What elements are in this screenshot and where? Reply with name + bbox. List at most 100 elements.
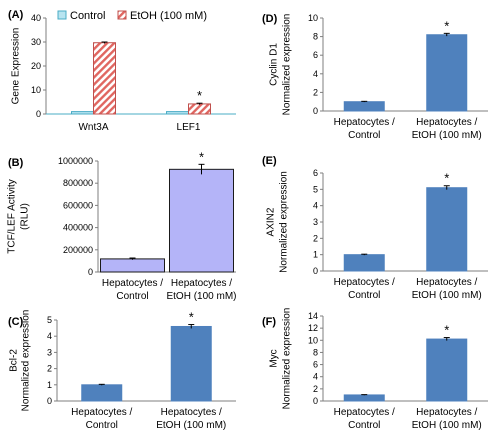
y-tick-label: 6 [313, 168, 318, 178]
y-tick-label: 200000 [63, 245, 93, 255]
bar [100, 258, 165, 273]
x-tick-label: EtOH (100 mM) [156, 420, 226, 431]
y-tick-label: 0 [36, 109, 41, 119]
x-tick-label: Control [116, 291, 148, 302]
panel-letter: (A) [8, 9, 24, 21]
y-tick-label: 20 [31, 61, 41, 71]
y-tick-label: 4 [313, 201, 318, 211]
x-tick-label: Hepatocytes / [102, 278, 163, 289]
x-tick-label: Hepatocytes / [334, 407, 395, 418]
y-tick-label: 5 [313, 184, 318, 194]
chart-panel-c: (C) 0 1 2 3 4 5 Bcl-2 Normalized expression Hepat… [8, 310, 236, 431]
bar [343, 101, 385, 112]
y-tick-label: 10 [31, 85, 41, 95]
y-axis-label: Myc [269, 349, 280, 367]
y-tick-label: 800000 [63, 178, 93, 188]
y-tick-label: 2 [313, 87, 318, 97]
y-tick-label: 10 [308, 335, 318, 345]
chart-panel-e: (E) 0 1 2 3 4 5 6 AXIN2 Normalized expression Hepa… [262, 155, 488, 301]
legend-swatch [57, 10, 67, 20]
panel-letter: (D) [262, 13, 278, 25]
x-tick-label: Control [348, 420, 380, 431]
panel-letter: (B) [8, 157, 24, 169]
y-tick-label: 1000000 [58, 156, 93, 166]
x-tick-label: Hepatocytes / [334, 277, 395, 288]
y-tick-label: 0 [313, 266, 318, 276]
y-axis-label: (RLU) [20, 203, 31, 230]
x-tick-label: EtOH (100 mM) [412, 420, 482, 431]
x-tick-label: Control [86, 420, 118, 431]
y-axis-label: Gene Expression [11, 28, 22, 105]
y-tick-label: 2 [313, 233, 318, 243]
y-axis-label: TCF/LEF Activity [7, 179, 18, 253]
significance-marker: * [444, 323, 449, 338]
y-tick-label: 6 [313, 50, 318, 60]
x-tick-label: Hepatocytes / [334, 117, 395, 128]
bar [93, 42, 116, 115]
panel-letter: (F) [262, 316, 276, 328]
y-tick-label: 4 [313, 69, 318, 79]
y-tick-label: 6 [313, 360, 318, 370]
y-tick-label: 3 [313, 217, 318, 227]
bar [169, 168, 234, 273]
chart-panel-f: (F) 0 2 4 6 8 10 12 14 Myc Normalized expression He… [262, 308, 488, 431]
y-tick-label: 3 [47, 347, 52, 357]
x-tick-label: Hepatocytes / [71, 407, 132, 418]
significance-marker: * [199, 149, 204, 164]
bar [170, 325, 212, 402]
x-tick-label: Wnt3A [78, 122, 108, 133]
y-axis-label: Normalized expression [21, 310, 32, 412]
bar [343, 254, 385, 272]
y-axis-label: Normalized expression [282, 14, 293, 116]
y-tick-label: 400000 [63, 223, 93, 233]
x-tick-label: Hepatocytes / [416, 117, 477, 128]
legend: Control EtOH (100 mM) [57, 10, 207, 22]
y-axis-label: Bcl-2 [9, 349, 20, 372]
x-tick-label: EtOH (100 mM) [412, 130, 482, 141]
chart-panel-d: (D) 0 2 4 6 8 10 Cyclin D1 Normalized expression… [262, 13, 488, 141]
y-tick-label: 30 [31, 37, 41, 47]
bar [188, 103, 211, 115]
legend-label: Control [70, 10, 105, 22]
y-tick-label: 14 [308, 311, 318, 321]
y-tick-label: 2 [313, 384, 318, 394]
x-tick-label: LEF1 [177, 122, 201, 133]
significance-marker: * [444, 171, 449, 186]
y-tick-label: 10 [308, 13, 318, 23]
y-tick-label: 0 [313, 396, 318, 406]
y-tick-label: 4 [313, 372, 318, 382]
y-tick-label: 0 [88, 267, 93, 277]
y-axis-label: Normalized expression [282, 308, 293, 410]
y-tick-label: 0 [47, 396, 52, 406]
significance-marker: * [197, 88, 202, 103]
significance-marker: * [189, 310, 194, 325]
y-tick-label: 5 [47, 315, 52, 325]
x-tick-label: Hepatocytes / [416, 407, 477, 418]
y-tick-label: 8 [313, 32, 318, 42]
panel-letter: (C) [8, 316, 24, 328]
significance-marker: * [444, 18, 449, 33]
bar [426, 187, 468, 272]
x-tick-label: EtOH (100 mM) [412, 290, 482, 301]
x-tick-label: EtOH (100 mM) [166, 291, 236, 302]
bar [426, 34, 468, 112]
y-tick-label: 2 [47, 364, 52, 374]
bar [166, 111, 189, 115]
bar [81, 384, 123, 402]
legend-swatch [117, 10, 127, 20]
y-axis-label: Normalized expression [279, 171, 290, 273]
y-tick-label: 12 [308, 323, 318, 333]
x-tick-label: Control [348, 130, 380, 141]
y-tick-label: 600000 [63, 200, 93, 210]
y-axis-label: AXIN2 [266, 207, 277, 236]
panel-letter: (E) [262, 155, 277, 167]
y-axis-label: Cyclin D1 [269, 43, 280, 86]
legend-label: EtOH (100 mM) [130, 10, 207, 22]
y-tick-label: 4 [47, 331, 52, 341]
y-tick-label: 0 [313, 106, 318, 116]
y-tick-label: 1 [47, 380, 52, 390]
y-tick-label: 1 [313, 250, 318, 260]
chart-panel-b: (B) 0 200000 400000 600000 800000 1000000 TCF/L… [7, 149, 237, 302]
x-tick-label: Hepatocytes / [161, 407, 222, 418]
